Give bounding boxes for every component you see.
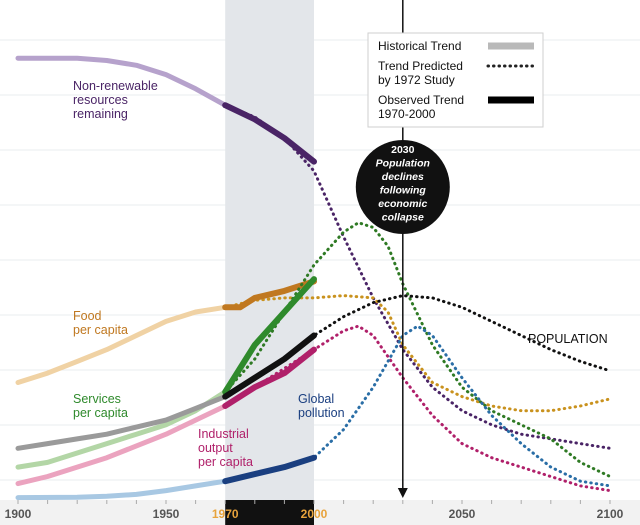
shaded-period — [225, 0, 314, 500]
label-line: pollution — [298, 406, 345, 420]
series-observed-global-pollution — [222, 454, 317, 485]
x-axis: 1900 1950 1970 2000 2050 2100 — [0, 500, 640, 525]
legend-label-line: Historical Trend — [378, 39, 461, 53]
x-tick-label: 2000 — [301, 507, 328, 521]
series-observed-food-per-capita — [222, 278, 317, 311]
legend-label-line: by 1972 Study — [378, 73, 455, 87]
label-line: Services — [73, 392, 121, 406]
gridlines — [0, 39, 640, 481]
legend-label: Trend Predicted by 1972 Study — [378, 59, 463, 87]
series-historical-global-pollution — [15, 478, 228, 501]
label-line: POPULATION — [528, 332, 608, 346]
label-line: per capita — [198, 455, 253, 469]
label-population: POPULATION — [528, 332, 608, 346]
label-line: output — [198, 441, 233, 455]
marker-text-line: declines — [382, 171, 424, 183]
label-line: remaining — [73, 107, 128, 121]
marker-text-line: 2030 — [391, 144, 415, 156]
label-services-per-capita: Services per capita — [73, 392, 128, 420]
series-observed-industrial-output-per-capita — [222, 346, 317, 409]
label-industrial-output-per-capita: Industrial output per capita — [198, 427, 253, 469]
series-historical-non-renewable-resources-remaining — [15, 55, 228, 108]
legend-label-line: Trend Predicted — [378, 59, 463, 73]
x-tick-label: 1970 — [212, 507, 239, 521]
label-global-pollution: Global pollution — [298, 392, 345, 420]
observed-period-shading — [225, 0, 314, 500]
marker-arrow — [397, 488, 408, 498]
legend: Historical Trend Trend Predicted by 1972 S… — [367, 32, 544, 128]
series-layer — [15, 55, 612, 501]
marker-text-line: Population — [376, 158, 430, 170]
series-historical-services-per-capita — [15, 389, 228, 470]
label-line: per capita — [73, 406, 128, 420]
series-observed-population — [222, 332, 317, 400]
x-tick-label: 1900 — [5, 507, 32, 521]
x-tick-label: 1950 — [153, 507, 180, 521]
series-historical-population — [15, 394, 228, 451]
label-line: Food — [73, 309, 102, 323]
series-historical-industrial-output-per-capita — [15, 403, 228, 487]
series-observed-services-per-capita — [222, 276, 317, 395]
x-axis-band — [0, 500, 640, 525]
x-tick-label: 2050 — [449, 507, 476, 521]
label-line: Industrial — [198, 427, 249, 441]
series-observed-non-renewable-resources-remaining — [222, 102, 317, 165]
marker-text-line: following — [380, 185, 427, 197]
legend-label: Observed Trend 1970-2000 — [378, 93, 464, 121]
marker-text-line: economic — [378, 198, 427, 210]
x-axis-band-highlight — [225, 500, 314, 525]
series-predicted-services-per-capita — [223, 221, 612, 478]
label-food-per-capita: Food per capita — [73, 309, 128, 337]
series-predicted-food-per-capita — [223, 294, 612, 413]
marker-circle — [355, 140, 450, 234]
x-tick-label: 2100 — [597, 507, 624, 521]
label-non-renewable-resources-remaining: Non-renewable resources remaining — [73, 79, 158, 121]
label-line: resources — [73, 93, 128, 107]
legend-label: Historical Trend — [378, 39, 461, 53]
label-line: Non-renewable — [73, 79, 158, 93]
series-historical-food-per-capita — [15, 304, 228, 385]
marker-text-line: collapse — [382, 212, 424, 224]
legend-label-line: 1970-2000 — [378, 107, 436, 121]
label-line: Global — [298, 392, 334, 406]
label-line: per capita — [73, 323, 128, 337]
legend-label-line: Observed Trend — [378, 93, 464, 107]
